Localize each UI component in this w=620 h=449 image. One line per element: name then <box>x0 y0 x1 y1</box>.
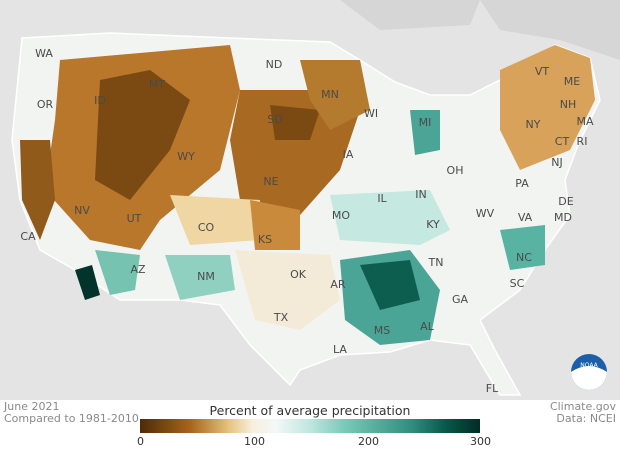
state-label-tx: TX <box>273 311 289 324</box>
state-label-mi: MI <box>419 116 432 129</box>
state-label-fl: FL <box>486 382 499 395</box>
state-label-wa: WA <box>35 47 53 60</box>
state-label-ct: CT <box>555 135 570 148</box>
state-label-sc: SC <box>510 277 525 290</box>
state-label-wv: WV <box>476 207 495 220</box>
state-label-pa: PA <box>515 177 529 190</box>
legend-tick: 0 <box>137 435 144 448</box>
state-label-ok: OK <box>290 268 307 281</box>
state-label-nm: NM <box>197 270 215 283</box>
state-label-al: AL <box>420 320 435 333</box>
period-label: June 2021 <box>4 400 60 413</box>
state-label-ia: IA <box>343 148 354 161</box>
state-label-de: DE <box>558 195 573 208</box>
noaa-logo: NOAA <box>571 354 607 390</box>
legend-title: Percent of average precipitation <box>209 403 411 418</box>
state-label-va: VA <box>518 211 533 224</box>
state-label-nc: NC <box>516 251 532 264</box>
state-label-ks: KS <box>258 233 272 246</box>
legend-tick: 100 <box>244 435 265 448</box>
legend-tick: 200 <box>358 435 379 448</box>
precipitation-map: WA OR ID MT ND MN WI MI WY SD NE IA IL IN OH PA NY VT NH ME… <box>0 0 620 400</box>
state-label-nh: NH <box>560 98 577 111</box>
state-label-ms: MS <box>374 324 390 337</box>
state-label-co: CO <box>198 221 215 234</box>
wet-regions <box>75 110 545 345</box>
state-label-ne: NE <box>263 175 278 188</box>
state-label-wy: WY <box>177 150 195 163</box>
state-label-ky: KY <box>426 218 440 231</box>
state-label-ny: NY <box>526 118 541 131</box>
state-label-ga: GA <box>452 293 469 306</box>
state-label-ca: CA <box>20 230 36 243</box>
state-label-mn: MN <box>321 88 339 101</box>
state-label-nv: NV <box>74 204 90 217</box>
state-label-il: IL <box>377 192 387 205</box>
legend-tick: 300 <box>470 435 491 448</box>
state-label-ut: UT <box>127 212 142 225</box>
state-label-nj: NJ <box>551 156 562 169</box>
state-label-ri: RI <box>577 135 588 148</box>
noaa-logo-text: NOAA <box>580 362 598 369</box>
state-label-wi: WI <box>364 107 378 120</box>
credit-label: Climate.gov <box>549 400 616 413</box>
state-label-ar: AR <box>330 278 346 291</box>
state-label-ma: MA <box>576 115 593 128</box>
baseline-label: Compared to 1981-2010 <box>4 412 139 425</box>
source-label: Data: NCEI <box>556 412 616 425</box>
state-label-md: MD <box>554 211 572 224</box>
legend-colorbar <box>140 419 480 433</box>
state-label-tn: TN <box>428 256 444 269</box>
state-label-or: OR <box>37 98 54 111</box>
state-label-mo: MO <box>332 209 350 222</box>
state-label-nd: ND <box>266 58 283 71</box>
state-label-id: ID <box>94 94 106 107</box>
state-label-me: ME <box>564 75 580 88</box>
state-label-oh: OH <box>447 164 464 177</box>
dry-regions <box>20 45 595 250</box>
state-labels: WA OR ID MT ND MN WI MI WY SD NE IA IL IN OH PA NY VT NH ME… <box>20 47 594 395</box>
state-label-mt: MT <box>149 78 165 91</box>
canada-landmass <box>340 0 620 60</box>
state-label-in: IN <box>415 188 426 201</box>
state-label-la: LA <box>333 343 347 356</box>
state-label-vt: VT <box>535 65 550 78</box>
state-label-sd: SD <box>267 113 282 126</box>
state-label-az: AZ <box>130 263 146 276</box>
